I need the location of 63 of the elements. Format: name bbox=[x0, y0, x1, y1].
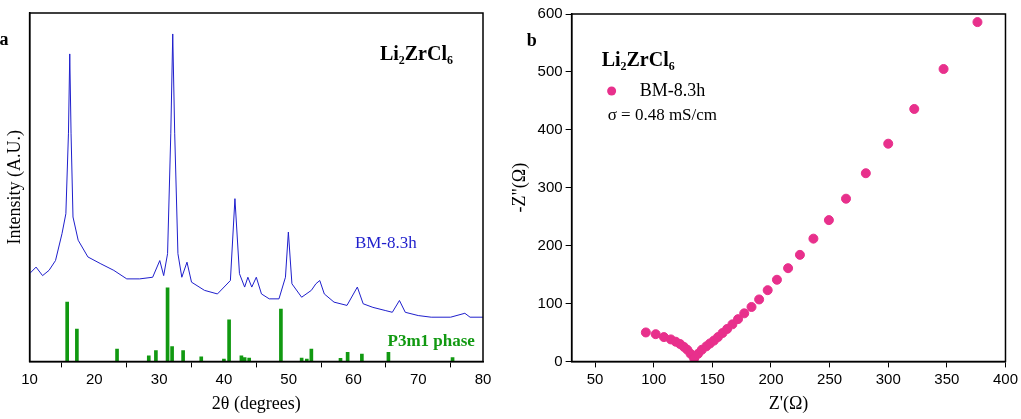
y-tick-label: 300 bbox=[537, 177, 563, 195]
point bbox=[860, 168, 871, 179]
point bbox=[640, 327, 651, 338]
bar bbox=[247, 357, 252, 362]
x-tick-label: 50 bbox=[586, 369, 604, 387]
y-axis-title: Intensity (A.U.) bbox=[3, 129, 25, 245]
bar bbox=[360, 353, 364, 362]
point bbox=[883, 138, 894, 149]
y-tick-label: 600 bbox=[537, 4, 563, 22]
x-axis-title: 2θ (degrees) bbox=[211, 392, 301, 414]
point bbox=[650, 329, 661, 340]
x-tick-label: 150 bbox=[699, 369, 725, 387]
x-tick-label: 30 bbox=[150, 369, 168, 387]
legend-label: BM-8.3h bbox=[639, 79, 706, 100]
bar bbox=[146, 355, 151, 362]
annotation: σ = 0.48 mS/cm bbox=[607, 105, 718, 125]
x-tick-label: 100 bbox=[641, 369, 667, 387]
legend-title: Li₂ZrCl₆ bbox=[601, 48, 675, 71]
y-axis-title: -Z"(Ω) bbox=[508, 162, 530, 213]
point bbox=[808, 233, 819, 244]
bar bbox=[199, 356, 204, 362]
x-tick-label: 80 bbox=[474, 369, 492, 387]
bar bbox=[115, 348, 119, 362]
text: BM-8.3h bbox=[354, 232, 418, 252]
point bbox=[938, 64, 949, 75]
y-tick-label: 100 bbox=[537, 293, 563, 311]
point bbox=[746, 301, 757, 312]
bar bbox=[65, 301, 69, 362]
y-tick-label: 0 bbox=[554, 351, 563, 369]
series-label: P3m1 phase bbox=[387, 331, 476, 351]
x-tick-label: 200 bbox=[758, 369, 784, 387]
x-axis-title: Z'(Ω) bbox=[768, 392, 809, 414]
y-tick-label: 400 bbox=[537, 119, 563, 137]
y-tick-label: 500 bbox=[537, 62, 563, 80]
point bbox=[754, 294, 765, 305]
annotation: Li₂ZrCl₆ bbox=[379, 42, 453, 65]
text: a bbox=[0, 28, 9, 49]
point bbox=[733, 314, 744, 325]
x-tick-label: 10 bbox=[21, 369, 38, 387]
x-tick-label: 350 bbox=[934, 369, 960, 387]
point bbox=[909, 103, 920, 114]
point bbox=[823, 215, 834, 226]
x-tick-label: 70 bbox=[409, 369, 427, 387]
bar bbox=[279, 308, 283, 362]
x-tick-label: 50 bbox=[280, 369, 298, 387]
x-tick-label: 250 bbox=[817, 369, 843, 387]
y-tick-label: 200 bbox=[537, 235, 563, 253]
point bbox=[783, 263, 794, 274]
x-tick-label: 300 bbox=[875, 369, 901, 387]
bar bbox=[75, 328, 79, 362]
bar bbox=[181, 350, 185, 362]
x-tick-label: 40 bbox=[215, 369, 233, 387]
point bbox=[794, 249, 805, 260]
point bbox=[762, 285, 773, 296]
point bbox=[972, 17, 983, 28]
point bbox=[841, 193, 852, 204]
x-tick-label: 20 bbox=[86, 369, 103, 387]
x-tick-label: 60 bbox=[345, 369, 362, 387]
bar bbox=[154, 350, 158, 362]
point bbox=[771, 274, 782, 285]
text: b bbox=[526, 29, 537, 50]
x-tick-label: 400 bbox=[992, 369, 1018, 387]
point bbox=[739, 308, 750, 319]
